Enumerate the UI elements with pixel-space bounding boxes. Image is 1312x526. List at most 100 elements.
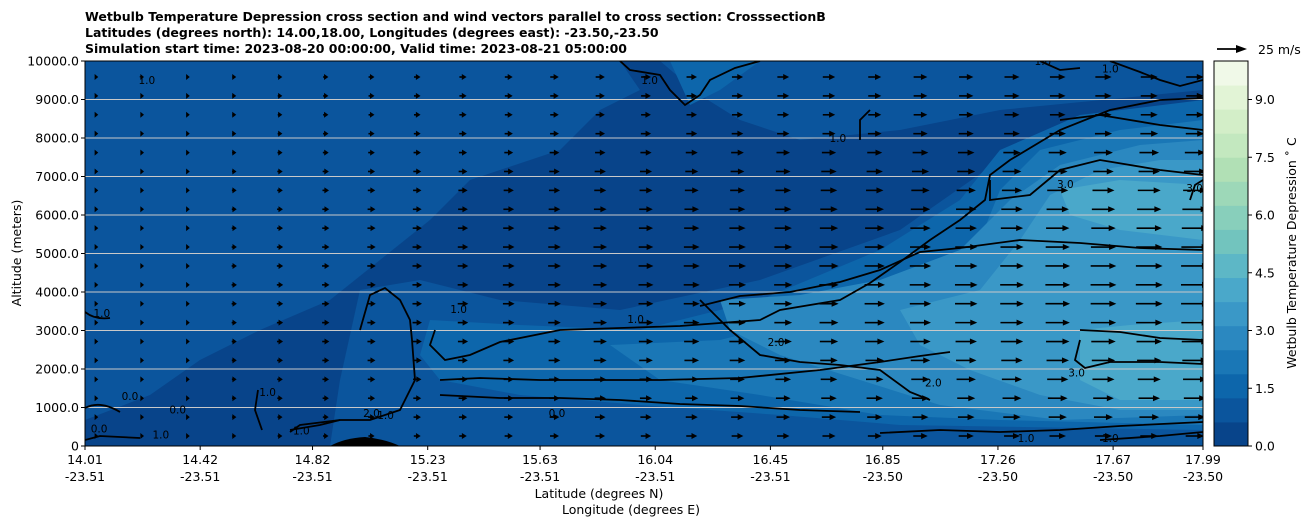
title-line-2: Latitudes (degrees north): 14.00,18.00, … <box>85 25 659 40</box>
wind-vector <box>595 433 606 439</box>
x-tick-label-lon: -23.51 <box>180 469 220 484</box>
x-tick-label-lat: 16.45 <box>753 452 789 467</box>
wind-vector <box>231 395 237 402</box>
wind-vector <box>322 168 329 175</box>
wind-vector <box>640 130 652 137</box>
wind-vector <box>323 92 329 99</box>
wind-vector <box>683 319 700 326</box>
wind-vector <box>412 206 422 213</box>
wind-vector <box>322 225 330 232</box>
wind-vector <box>1047 168 1068 175</box>
wind-vector <box>959 74 974 80</box>
wind-vector <box>593 319 608 326</box>
fill-level-6b <box>1060 180 1203 240</box>
wind-vector <box>459 111 467 118</box>
wind-vector <box>232 74 237 80</box>
wind-vector <box>186 149 190 156</box>
wind-vector <box>457 262 469 269</box>
contour-label: 1.0 <box>627 314 644 326</box>
y-tick-label: 0 <box>71 439 79 454</box>
wind-vector <box>1136 338 1162 345</box>
contour-label: 1.0 <box>829 133 846 145</box>
wind-vector <box>912 149 929 156</box>
wind-vector <box>819 244 839 251</box>
wind-vector <box>731 74 744 80</box>
wind-vector <box>819 225 839 232</box>
wind-vector <box>822 433 836 439</box>
wind-vector <box>1046 338 1070 345</box>
contour-line-22 <box>85 435 141 441</box>
title-line-1: Wetbulb Temperature Depression cross sec… <box>85 9 826 24</box>
wind-vector <box>276 225 284 232</box>
colorbar-tick-label: 9.0 <box>1255 92 1275 107</box>
wind-vector <box>186 262 190 269</box>
wind-vector <box>277 149 283 156</box>
x-tick-label-lon: -23.51 <box>750 469 790 484</box>
wind-vector <box>913 92 928 99</box>
wind-vector <box>367 281 376 288</box>
wind-vector <box>1000 244 1024 251</box>
wind-vector <box>457 281 469 288</box>
wind-vector <box>412 319 422 326</box>
wind-vector <box>955 262 978 269</box>
wind-vector <box>1002 168 1022 175</box>
wind-vector <box>684 187 699 194</box>
wind-vector <box>502 281 515 288</box>
wind-vector <box>459 130 467 137</box>
wind-vector <box>140 395 144 402</box>
wind-vector <box>1135 262 1163 269</box>
wind-vector <box>638 244 654 251</box>
x-tick-label-lon: -23.51 <box>292 469 332 484</box>
wind-vector <box>1047 376 1069 383</box>
wind-vector <box>503 395 514 402</box>
wind-vector <box>729 338 746 345</box>
wind-vector <box>277 74 283 80</box>
y-tick-label: 9000.0 <box>35 92 79 107</box>
wind-vector <box>1183 376 1203 383</box>
wind-vector <box>94 319 99 326</box>
wind-vector <box>367 168 376 175</box>
wind-vector <box>1047 395 1068 402</box>
wind-vector <box>864 300 885 307</box>
wind-vector <box>140 376 144 383</box>
grid-lines <box>85 99 1203 408</box>
wind-vector <box>1186 74 1203 80</box>
wind-vector <box>276 262 284 269</box>
x-axis-label-lat: Latitude (degrees N) <box>535 486 664 501</box>
wind-vector <box>1090 262 1117 269</box>
wind-vector <box>186 111 190 118</box>
wind-vector <box>911 376 930 383</box>
wind-vector <box>1094 433 1113 439</box>
x-tick-label-lon: -23.50 <box>863 469 903 484</box>
wind-vector <box>1000 225 1024 232</box>
wind-vector <box>910 357 931 364</box>
wind-vector <box>686 130 698 137</box>
wind-vector <box>186 376 190 383</box>
wind-vector <box>1137 376 1161 383</box>
wind-vector <box>731 433 744 439</box>
wind-vector <box>413 414 421 421</box>
contour-label: 1.0 <box>293 425 310 437</box>
wind-vector <box>94 281 99 288</box>
wind-vector <box>1137 187 1161 194</box>
wind-vector <box>186 92 190 99</box>
wind-vector <box>819 338 839 345</box>
wind-vector <box>774 225 792 232</box>
contour-label: 1.0 <box>259 387 276 399</box>
wind-vector <box>503 357 515 364</box>
wind-vector <box>865 357 885 364</box>
wind-vector <box>864 281 885 288</box>
wind-vector <box>457 244 469 251</box>
wind-vector <box>1004 433 1020 439</box>
wind-vector <box>140 338 144 345</box>
wind-vector <box>413 395 422 402</box>
wind-vector <box>548 376 561 383</box>
wind-vector <box>232 414 237 421</box>
wind-vector <box>502 262 515 269</box>
wind-vector <box>959 111 974 118</box>
wind-vector <box>683 300 700 307</box>
wind-vector <box>822 111 836 118</box>
wind-vector <box>686 92 697 99</box>
wind-vector <box>368 130 375 137</box>
